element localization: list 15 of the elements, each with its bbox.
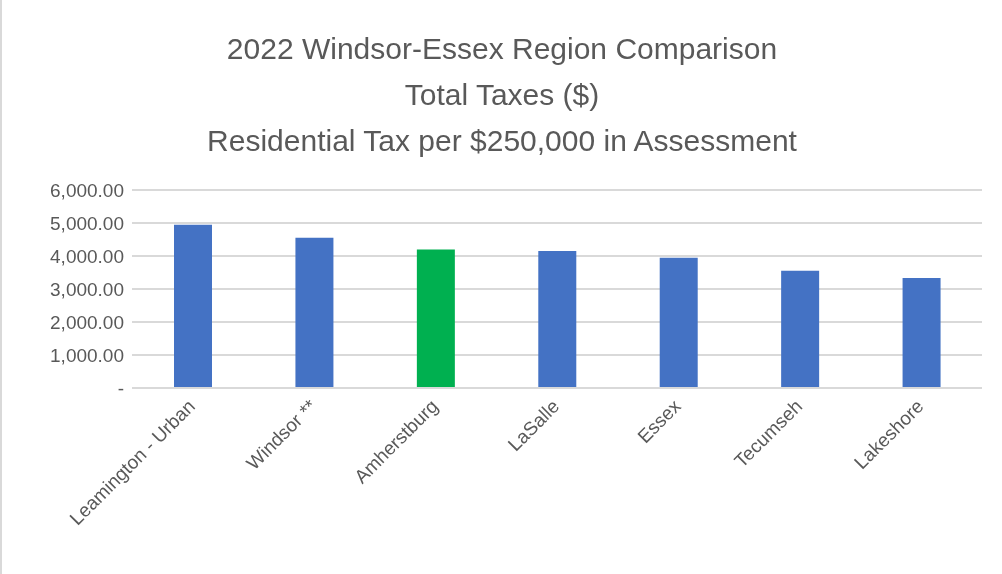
- y-tick-label: 3,000.00: [50, 278, 124, 300]
- bar: [295, 237, 334, 388]
- y-tick-label: 5,000.00: [50, 212, 124, 234]
- y-tick-label: -: [117, 377, 124, 399]
- bar: [659, 257, 698, 388]
- bar: [416, 249, 455, 388]
- bar: [174, 224, 212, 388]
- y-tick-label: 6,000.00: [50, 179, 124, 201]
- bar: [538, 251, 577, 388]
- y-tick-label: 2,000.00: [50, 311, 124, 333]
- bar: [781, 270, 820, 388]
- chart-title: 2022 Windsor-Essex Region Comparison Total Taxes ($) Residential Tax per $250,000 in Assessment: [206, 31, 798, 159]
- y-tick-label: 4,000.00: [50, 245, 124, 267]
- y-tick-label: 1,000.00: [50, 344, 124, 366]
- bar: [902, 278, 941, 388]
